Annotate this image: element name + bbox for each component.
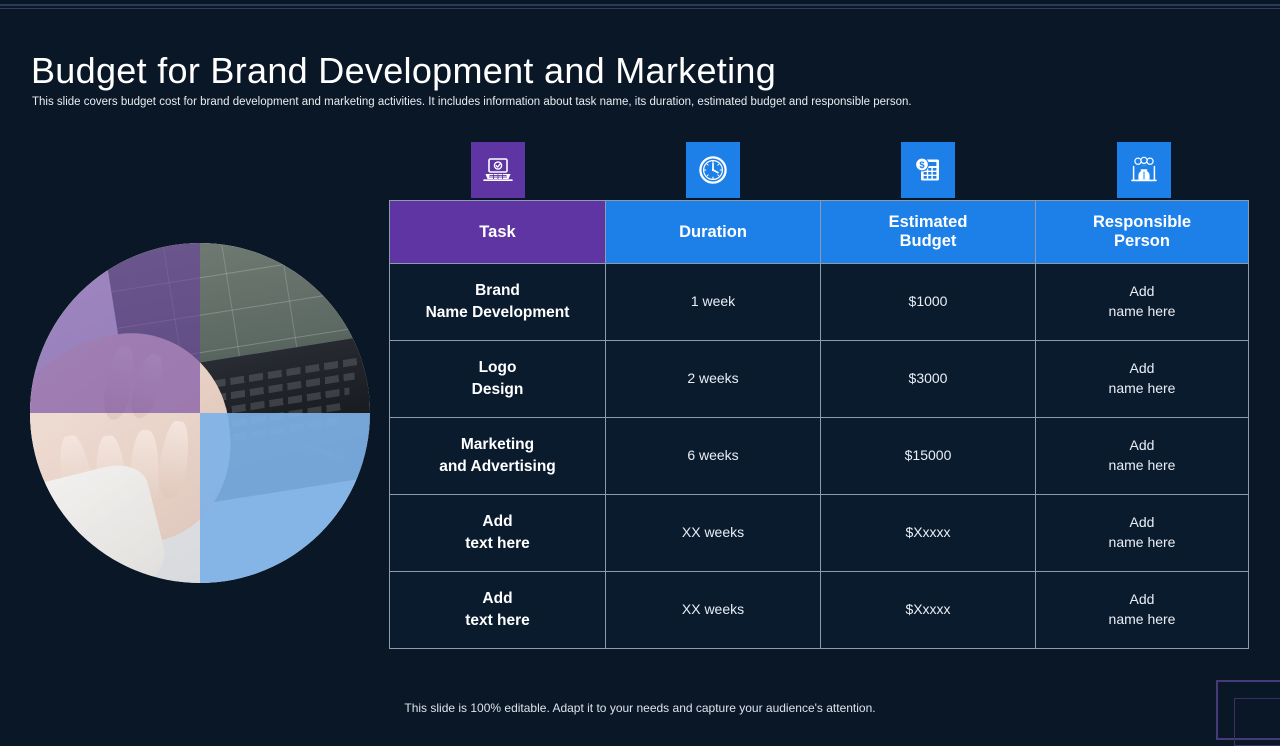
task-line1: Add bbox=[482, 513, 513, 531]
overlay-quadrant-top-left bbox=[30, 243, 200, 413]
cell-person[interactable]: Add name here bbox=[1035, 263, 1249, 341]
overlay-quadrant-bottom-right bbox=[200, 413, 370, 583]
cell-duration[interactable]: 2 weeks bbox=[605, 340, 821, 418]
cell-duration[interactable]: XX weeks bbox=[605, 494, 821, 572]
task-line1: Logo bbox=[478, 359, 517, 377]
task-line2: Design bbox=[471, 381, 524, 398]
task-line1: Add bbox=[482, 590, 513, 608]
header-budget-line2: Budget bbox=[899, 232, 957, 250]
task-line2: text here bbox=[465, 612, 530, 629]
table-row: Add text here XX weeks $Xxxxx Add name h… bbox=[389, 494, 1249, 572]
cell-task[interactable]: Marketing and Advertising bbox=[389, 417, 606, 495]
header-budget-line1: Estimated bbox=[888, 213, 968, 232]
cell-budget[interactable]: $1000 bbox=[820, 263, 1036, 341]
header-person-line2: Person bbox=[1114, 232, 1170, 250]
cell-task[interactable]: Add text here bbox=[389, 494, 606, 572]
task-line2: and Advertising bbox=[439, 458, 556, 475]
page-subtitle: This slide covers budget cost for brand … bbox=[32, 95, 912, 108]
overlay-quadrant-top-right bbox=[200, 243, 370, 413]
column-header-responsible-person: Responsible Person bbox=[1035, 200, 1249, 264]
person-line1: Add bbox=[1129, 437, 1155, 454]
task-line2: Name Development bbox=[425, 304, 570, 321]
cell-budget[interactable]: $Xxxxx bbox=[820, 571, 1036, 649]
hands-typing-laptop-image bbox=[30, 243, 370, 583]
clock-icon-tile bbox=[686, 142, 740, 198]
table-row: Brand Name Development 1 week $1000 Add … bbox=[389, 263, 1249, 341]
person-line2: name here bbox=[1108, 457, 1176, 473]
person-line2: name here bbox=[1108, 534, 1176, 550]
person-line1: Add bbox=[1129, 283, 1155, 300]
cell-duration[interactable]: XX weeks bbox=[605, 571, 821, 649]
svg-text:$: $ bbox=[919, 159, 925, 170]
header-task-line1: Task bbox=[479, 222, 516, 241]
task-line1: Brand bbox=[475, 282, 520, 300]
laptop-check-icon-tile bbox=[471, 142, 525, 198]
budget-table: Task Duration Estimated Budget Responsib… bbox=[389, 200, 1249, 649]
cell-person[interactable]: Add name here bbox=[1035, 340, 1249, 418]
page-title: Budget for Brand Development and Marketi… bbox=[31, 50, 777, 92]
column-header-estimated-budget: Estimated Budget bbox=[820, 200, 1036, 264]
presenter-person-icon bbox=[1129, 156, 1159, 184]
cell-budget[interactable]: $15000 bbox=[820, 417, 1036, 495]
person-line1: Add bbox=[1129, 591, 1155, 608]
cell-task[interactable]: Brand Name Development bbox=[389, 263, 606, 341]
header-duration-line1: Duration bbox=[679, 222, 747, 241]
cell-person[interactable]: Add name here bbox=[1035, 571, 1249, 649]
calculator-dollar-icon-tile: $ bbox=[901, 142, 955, 198]
cell-person[interactable]: Add name here bbox=[1035, 417, 1249, 495]
column-header-task: Task bbox=[389, 200, 606, 264]
slide-footer-note: This slide is 100% editable. Adapt it to… bbox=[404, 701, 876, 715]
column-header-duration: Duration bbox=[605, 200, 821, 264]
presenter-person-icon-tile bbox=[1117, 142, 1171, 198]
person-line2: name here bbox=[1108, 303, 1176, 319]
task-line1: Marketing bbox=[460, 436, 535, 454]
top-accent-rule-inner bbox=[0, 8, 1280, 9]
cell-duration[interactable]: 6 weeks bbox=[605, 417, 821, 495]
cell-budget[interactable]: $3000 bbox=[820, 340, 1036, 418]
clock-icon bbox=[698, 155, 728, 185]
header-person-line1: Responsible bbox=[1092, 213, 1192, 232]
cell-task[interactable]: Logo Design bbox=[389, 340, 606, 418]
table-row: Logo Design 2 weeks $3000 Add name here bbox=[389, 340, 1249, 418]
task-line2: text here bbox=[465, 535, 530, 552]
calculator-dollar-icon: $ bbox=[913, 156, 943, 184]
corner-decoration-frame-inner bbox=[1234, 698, 1280, 746]
person-line1: Add bbox=[1129, 360, 1155, 377]
table-row: Add text here XX weeks $Xxxxx Add name h… bbox=[389, 571, 1249, 649]
laptop-check-icon bbox=[483, 156, 513, 184]
person-line1: Add bbox=[1129, 514, 1155, 531]
photo-artwork bbox=[30, 243, 370, 583]
cell-person[interactable]: Add name here bbox=[1035, 494, 1249, 572]
overlay-quadrant-bottom-left bbox=[30, 413, 200, 583]
cell-budget[interactable]: $Xxxxx bbox=[820, 494, 1036, 572]
cell-task[interactable]: Add text here bbox=[389, 571, 606, 649]
person-line2: name here bbox=[1108, 611, 1176, 627]
cell-duration[interactable]: 1 week bbox=[605, 263, 821, 341]
table-row: Marketing and Advertising 6 weeks $15000… bbox=[389, 417, 1249, 495]
top-accent-rule-outer bbox=[0, 4, 1280, 6]
table-header-row: Task Duration Estimated Budget Responsib… bbox=[389, 200, 1249, 264]
person-line2: name here bbox=[1108, 380, 1176, 396]
